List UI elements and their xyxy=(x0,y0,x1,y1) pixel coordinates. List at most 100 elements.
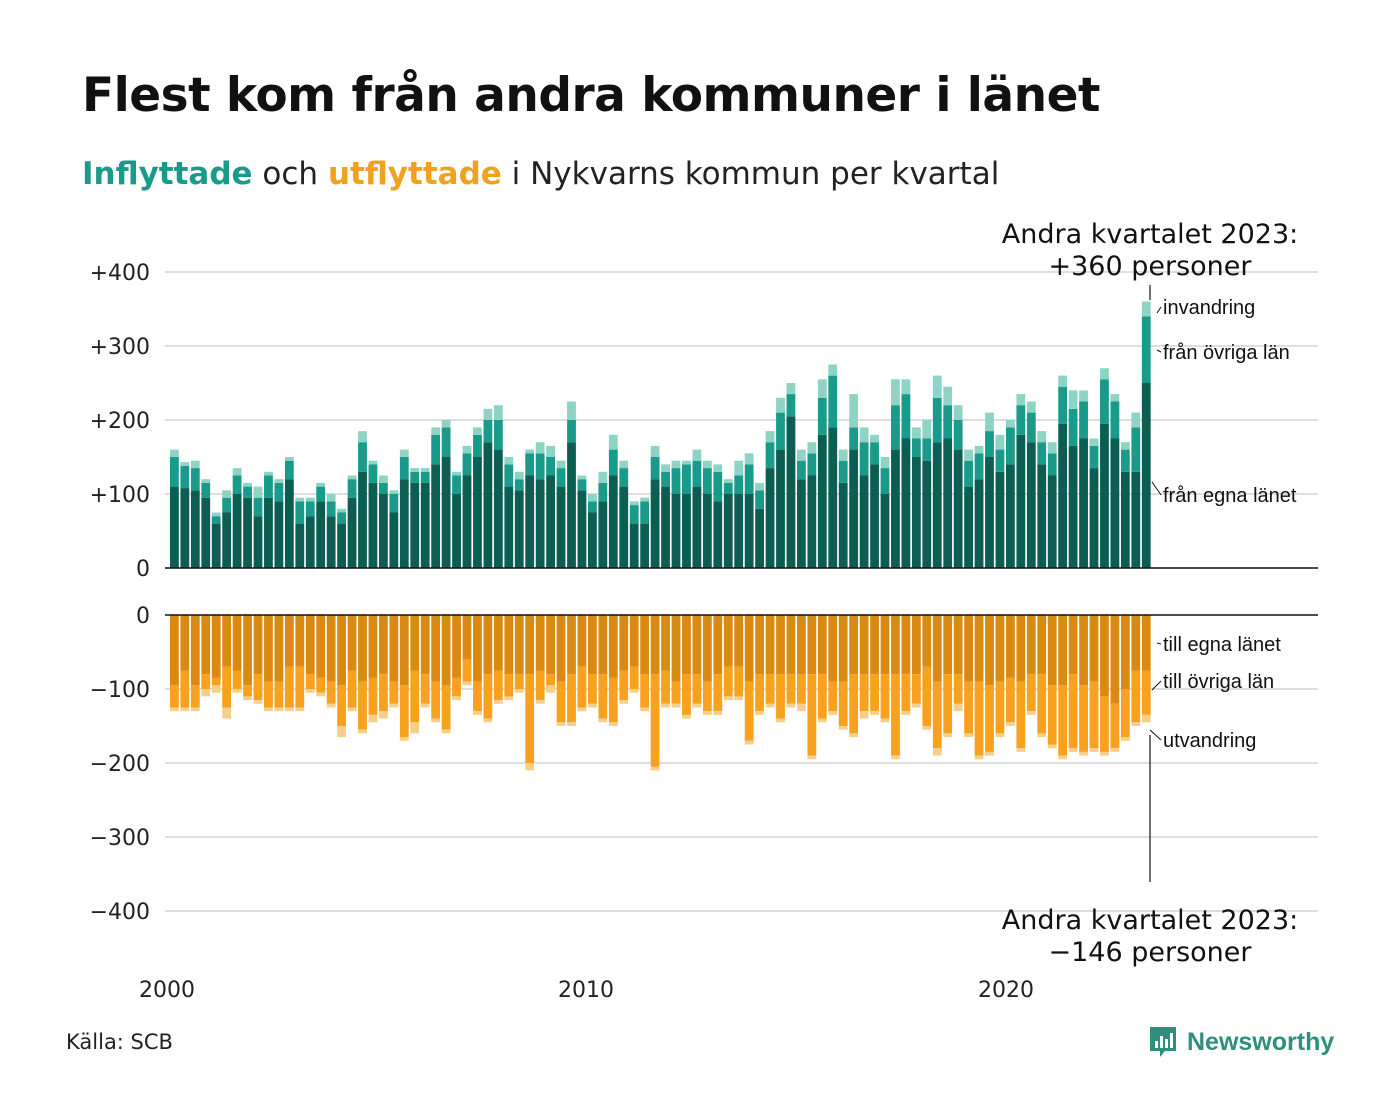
bar-in-ovriga xyxy=(661,471,670,487)
bar-out-egna xyxy=(577,615,587,667)
bar-in-ovriga xyxy=(264,475,273,498)
bar-out-ovriga xyxy=(389,681,399,704)
bar-out-ovriga xyxy=(870,674,879,712)
bar-out-egna xyxy=(1068,615,1078,675)
bar-out-utvandring xyxy=(368,714,378,723)
bar-out-utvandring xyxy=(546,685,555,693)
bar-out-ovriga xyxy=(316,677,326,693)
bar-in-invandring xyxy=(619,460,629,469)
newsworthy-logo[interactable]: Newsworthy xyxy=(1147,1024,1334,1060)
bar-out-egna xyxy=(389,615,399,682)
bar-in-ovriga xyxy=(326,501,336,517)
bar-in-egna xyxy=(232,494,242,568)
bar-out-ovriga xyxy=(201,674,211,689)
bar-in-invandring xyxy=(797,449,806,461)
bar-in-ovriga xyxy=(755,490,764,509)
bar-out-ovriga xyxy=(493,670,503,701)
bar-in-ovriga xyxy=(170,457,179,487)
bar-in-ovriga xyxy=(619,468,629,487)
bar-out-egna xyxy=(1058,615,1068,686)
bar-out-utvandring xyxy=(525,763,535,771)
bar-out-ovriga xyxy=(431,681,441,719)
bar-in-egna xyxy=(608,475,618,568)
bar-out-egna xyxy=(546,615,555,675)
bar-in-invandring xyxy=(650,445,660,457)
bar-in-egna xyxy=(880,494,890,568)
bar-out-egna xyxy=(702,615,712,682)
bar-out-ovriga xyxy=(232,670,242,689)
label-fran-ovriga-lan-tick xyxy=(1156,349,1162,353)
bar-in-invandring xyxy=(932,375,942,398)
bar-in-ovriga xyxy=(253,497,263,517)
bar-in-ovriga xyxy=(713,471,723,502)
bar-in-egna xyxy=(932,442,942,568)
bar-out-egna xyxy=(170,615,179,686)
bar-out-ovriga xyxy=(807,674,817,756)
bar-in-ovriga xyxy=(817,397,827,435)
bar-out-egna xyxy=(379,615,388,675)
bar-in-egna xyxy=(190,490,200,568)
bar-in-egna xyxy=(1058,423,1068,568)
bar-out-egna xyxy=(734,615,744,667)
bar-in-ovriga xyxy=(546,457,555,476)
bar-out-ovriga xyxy=(859,674,869,712)
bar-in-egna xyxy=(514,490,524,568)
bar-out-egna xyxy=(1141,615,1151,671)
bar-in-egna xyxy=(650,479,660,568)
bar-in-ovriga xyxy=(911,438,921,457)
bar-in-egna xyxy=(1100,423,1109,568)
y-tick-label-bottom: −300 xyxy=(90,826,150,851)
y-tick-label-top: +300 xyxy=(90,335,150,360)
bar-out-egna xyxy=(797,615,806,675)
bar-in-invandring xyxy=(776,397,785,413)
bar-in-ovriga xyxy=(682,464,691,494)
newsworthy-logo-text: Newsworthy xyxy=(1187,1027,1335,1056)
bar-out-utvandring xyxy=(755,711,764,715)
bar-out-ovriga xyxy=(243,685,252,697)
bar-in-ovriga xyxy=(222,497,232,513)
bar-out-ovriga xyxy=(1016,681,1026,749)
label-fran-egna-lanet-tick xyxy=(1151,481,1162,496)
bar-out-ovriga xyxy=(682,674,691,715)
bar-out-utvandring xyxy=(274,707,284,712)
bar-in-egna xyxy=(985,457,994,568)
bar-out-ovriga xyxy=(640,674,650,708)
bar-out-ovriga xyxy=(1120,689,1130,738)
bar-out-ovriga xyxy=(619,670,629,701)
bar-out-egna xyxy=(817,615,827,675)
bar-out-ovriga xyxy=(588,674,597,704)
label-till-ovriga-lan-tick xyxy=(1151,680,1162,691)
bar-in-egna xyxy=(598,501,608,568)
bar-in-egna xyxy=(995,471,1005,568)
bar-out-utvandring xyxy=(431,718,441,723)
bar-in-egna xyxy=(1037,464,1047,568)
bar-in-ovriga xyxy=(284,460,294,480)
bar-in-ovriga xyxy=(420,471,430,483)
y-tick-label-top: +200 xyxy=(90,409,150,434)
bar-in-ovriga xyxy=(316,486,326,502)
bar-in-invandring xyxy=(744,453,754,465)
bar-out-utvandring xyxy=(1058,755,1068,760)
bar-in-invandring xyxy=(410,468,420,472)
bar-in-invandring xyxy=(180,462,190,466)
annotation-layer: Andra kvartalet 2023:+360 personerAndra … xyxy=(1002,219,1298,968)
bar-in-ovriga xyxy=(859,442,869,476)
bar-out-egna xyxy=(347,615,357,671)
bar-in-egna xyxy=(410,482,420,568)
bar-out-utvandring xyxy=(744,740,754,745)
bar-out-egna xyxy=(274,615,284,682)
bar-out-utvandring xyxy=(556,722,566,726)
bar-out-ovriga xyxy=(284,666,294,708)
bar-in-egna xyxy=(525,475,535,568)
bar-out-utvandring xyxy=(1006,722,1015,726)
bar-out-utvandring xyxy=(974,755,984,760)
bar-in-invandring xyxy=(1079,390,1088,402)
bar-in-invandring xyxy=(295,497,305,502)
bar-out-egna xyxy=(661,615,670,671)
label-invandring: invandring xyxy=(1163,297,1255,319)
bar-out-egna xyxy=(943,615,953,675)
bar-in-egna xyxy=(807,475,817,568)
bar-out-utvandring xyxy=(441,729,451,734)
bar-in-ovriga xyxy=(640,501,650,524)
bar-out-ovriga xyxy=(629,666,639,689)
